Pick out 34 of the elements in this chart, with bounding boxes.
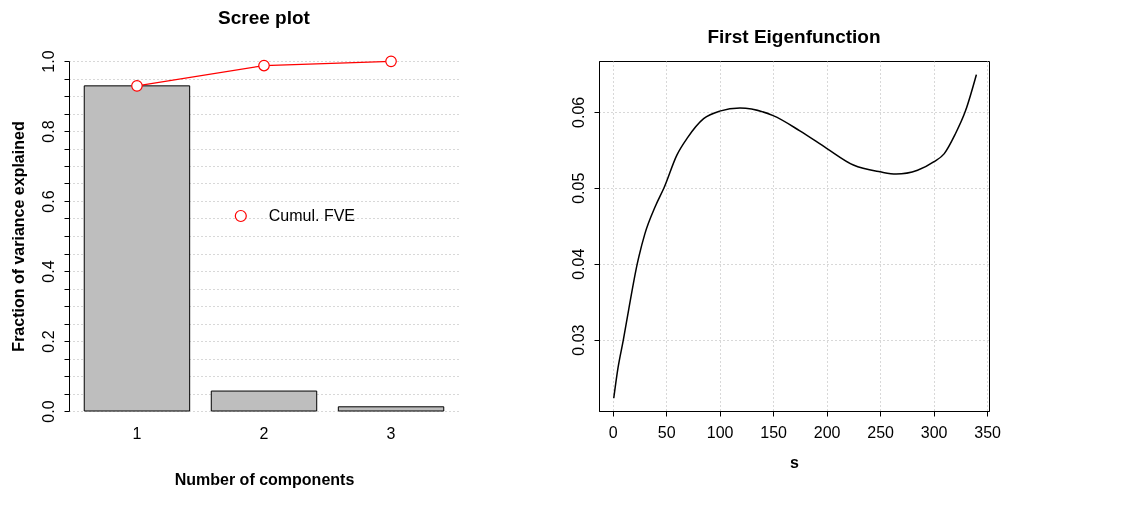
x-tick-label: 3 [386, 424, 396, 442]
bar [83, 85, 191, 412]
x-axis-title: s [790, 453, 800, 471]
x-tick-label: 250 [867, 423, 895, 441]
x-tick-label: 300 [920, 423, 948, 441]
legend-label: Cumul. FVE [268, 207, 356, 224]
y-tick-label: 0.6 [39, 190, 57, 213]
point [131, 80, 143, 92]
y-tick-label: 0.04 [569, 248, 587, 280]
point [385, 55, 397, 68]
y-tick-label: 0.8 [39, 120, 57, 143]
x-tick-label: 350 [974, 423, 1002, 441]
x-tick-label: 50 [657, 423, 676, 441]
y-tick-label: 1.0 [39, 50, 57, 73]
y-tick-label: 0.4 [39, 260, 57, 283]
x-tick-label: 150 [760, 423, 788, 441]
x-tick-label: 200 [813, 423, 841, 441]
point [258, 59, 270, 72]
x-axis-title: Number of components [174, 470, 355, 488]
bar [337, 406, 445, 412]
x-tick-label: 1 [132, 424, 142, 442]
bar [210, 390, 318, 412]
line-series [613, 73, 978, 399]
y-tick-label: 0.0 [39, 400, 57, 423]
x-tick-label: 0 [608, 423, 618, 441]
chart-title: First Eigenfunction [707, 26, 881, 47]
x-tick-label: 2 [259, 424, 269, 442]
y-axis-title: Fraction of variance explained [9, 121, 27, 352]
x-tick-label: 100 [706, 423, 734, 441]
y-tick-label: 0.03 [569, 324, 587, 356]
y-tick-label: 0.2 [39, 330, 57, 353]
chart-title: Scree plot [218, 6, 311, 28]
y-tick-label: 0.05 [569, 172, 587, 204]
y-tick-label: 0.06 [569, 96, 587, 128]
